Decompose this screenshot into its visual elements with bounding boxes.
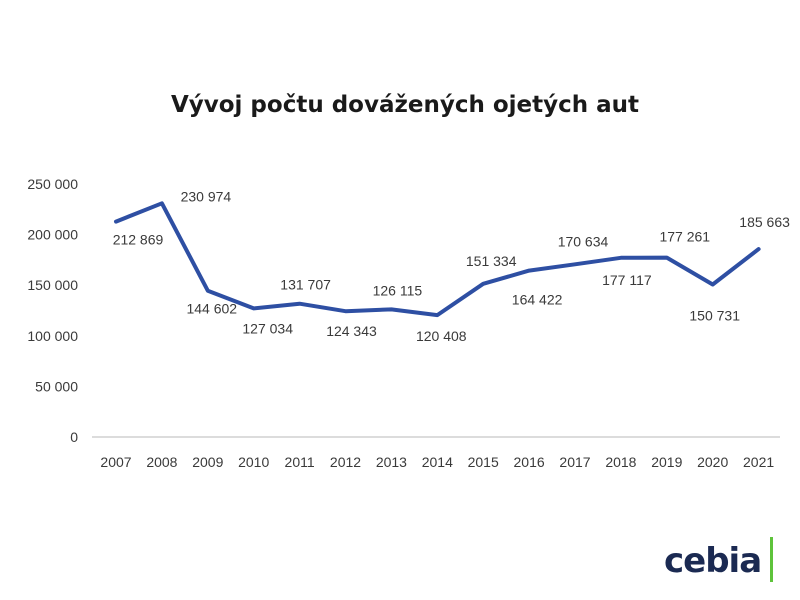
cebia-logo: cebia bbox=[664, 538, 762, 584]
y-tick-label: 50 000 bbox=[35, 378, 78, 394]
x-tick-label: 2014 bbox=[422, 454, 453, 470]
x-tick-label: 2019 bbox=[651, 454, 682, 470]
data-label: 177 117 bbox=[602, 272, 652, 288]
data-label: 124 343 bbox=[326, 323, 377, 339]
y-tick-label: 250 000 bbox=[27, 176, 78, 192]
x-tick-label: 2021 bbox=[743, 454, 774, 470]
data-label: 212 869 bbox=[113, 232, 164, 248]
data-label: 230 974 bbox=[181, 188, 232, 204]
data-label: 150 731 bbox=[689, 307, 740, 323]
x-tick-label: 2015 bbox=[468, 454, 499, 470]
data-label: 126 115 bbox=[373, 282, 423, 298]
y-tick-label: 0 bbox=[70, 429, 78, 445]
data-labels: 212 869 230 974 144 602 127 034 131 707 124 3… bbox=[113, 188, 790, 344]
x-tick-label: 2018 bbox=[605, 454, 636, 470]
x-tick-label: 2017 bbox=[559, 454, 590, 470]
logo-accent-bar bbox=[770, 537, 773, 582]
data-label: 127 034 bbox=[242, 320, 293, 336]
x-tick-label: 2013 bbox=[376, 454, 407, 470]
y-tick-label: 200 000 bbox=[27, 227, 78, 243]
data-label: 164 422 bbox=[512, 292, 563, 308]
x-tick-label: 2011 bbox=[285, 454, 315, 470]
data-label: 151 334 bbox=[466, 253, 517, 269]
data-label: 185 663 bbox=[739, 214, 790, 230]
data-label: 131 707 bbox=[280, 277, 331, 293]
data-label: 120 408 bbox=[416, 328, 467, 344]
x-tick-label: 2010 bbox=[238, 454, 269, 470]
y-tick-label: 100 000 bbox=[27, 328, 78, 344]
x-tick-label: 2016 bbox=[514, 454, 545, 470]
x-tick-label: 2008 bbox=[146, 454, 177, 470]
x-tick-label: 2012 bbox=[330, 454, 361, 470]
series-line bbox=[114, 201, 761, 318]
y-tick-label: 150 000 bbox=[27, 277, 78, 293]
x-tick-label: 2020 bbox=[697, 454, 728, 470]
data-label: 170 634 bbox=[558, 233, 609, 249]
x-tick-label: 2007 bbox=[100, 454, 131, 470]
logo-text: cebia bbox=[664, 541, 762, 581]
y-axis: 0 50 000 100 000 150 000 200 000 250 000 bbox=[27, 176, 78, 445]
data-label: 177 261 bbox=[659, 229, 710, 245]
chart-title: Vývoj počtu dovážených ojetých aut bbox=[171, 92, 639, 118]
x-axis: 2007 2008 2009 2010 2011 2012 2013 2014 2015 2016… bbox=[100, 454, 774, 470]
data-label: 144 602 bbox=[186, 301, 237, 317]
x-tick-label: 2009 bbox=[192, 454, 223, 470]
